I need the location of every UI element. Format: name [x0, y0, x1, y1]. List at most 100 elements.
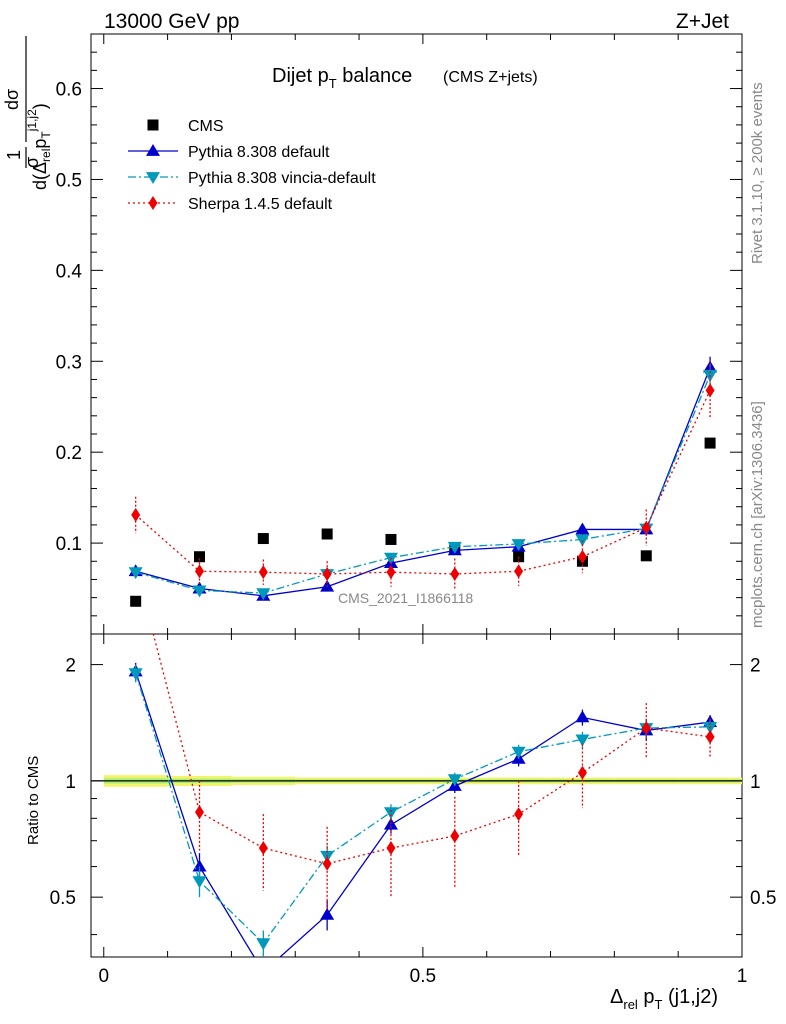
sherpa-1-4-5-default-point: [195, 564, 204, 579]
pythia-8-308-vincia-default-ratio-point: [383, 807, 398, 820]
sherpa-1-4-5-default-ratio-point-group: [386, 810, 396, 898]
cms-point: [130, 595, 142, 607]
sherpa-1-4-5-default-ratio-point: [450, 828, 460, 843]
sherpa-1-4-5-default-legend-marker: [148, 196, 158, 210]
pythia-8-308-vincia-default-legend-label: Pythia 8.308 vincia-default: [188, 170, 376, 187]
sherpa-1-4-5-default-ratio-point-group: [322, 826, 332, 912]
y-tick-label-main: 0.3: [56, 352, 82, 373]
side-rivet-label: Rivet 3.1.10, ≥ 200k events: [749, 82, 766, 264]
sherpa-1-4-5-default-point: [258, 565, 268, 580]
sherpa-1-4-5-default-ratio-point-group: [705, 718, 715, 758]
y-tick-label-main: 0.5: [56, 170, 82, 191]
sherpa-1-4-5-default-point: [386, 565, 396, 580]
pythia-8-308-vincia-default-point: [447, 541, 462, 554]
svg-text:dσ: dσ: [2, 89, 22, 110]
ratio-series: [128, 634, 718, 989]
main-ylabel: 1 σ dσ d(ΔrelpTj1,j2): [2, 36, 53, 190]
sherpa-1-4-5-default-ratio-point-group: [514, 780, 524, 856]
cms-point: [385, 533, 397, 545]
sherpa-1-4-5-default-ratio-line: [152, 634, 711, 865]
sherpa-1-4-5-default-ratio-point: [577, 765, 587, 780]
pythia-8-308-vincia-default-point: [192, 585, 207, 598]
sherpa-1-4-5-default-point: [514, 564, 524, 579]
pythia-8-308-default-ratio-point-group: [575, 709, 590, 726]
svg-text:σ: σ: [22, 157, 42, 168]
pythia-8-308-default-ratio-point-group: [320, 900, 335, 931]
sherpa-1-4-5-default-ratio-point: [322, 856, 332, 871]
pythia-8-308-default-ratio-point: [256, 965, 270, 977]
pythia-8-308-default-line: [135, 367, 711, 597]
sherpa-1-4-5-default-ratio-point-group: [450, 796, 460, 888]
sherpa-1-4-5-default-point: [131, 507, 141, 522]
plot-subtitle: (CMS Z+jets): [443, 69, 538, 86]
pythia-8-308-vincia-default-ratio-point: [256, 938, 271, 951]
sherpa-1-4-5-default-legend-label: Sherpa 1.4.5 default: [188, 196, 333, 213]
pythia-8-308-default-ratio-point-group: [256, 957, 270, 989]
pythia-8-308-default-ratio-point: [320, 907, 335, 920]
cms-point: [257, 533, 269, 545]
pythia-8-308-vincia-default-ratio-point-group: [447, 772, 462, 787]
y-tick-label-ratio: 0.5: [50, 888, 76, 909]
pythia-8-308-default-ratio-point: [575, 710, 590, 723]
pythia-8-308-default-legend-marker: [146, 144, 160, 156]
pythia-8-308-default-legend-label: Pythia 8.308 default: [188, 144, 330, 161]
sherpa-1-4-5-default-point: [705, 383, 715, 398]
cms-legend-marker: [147, 119, 159, 131]
pythia-8-308-default-ratio-line: [135, 671, 711, 957]
pythia-8-308-vincia-default-ratio-point-group: [256, 930, 271, 957]
ratio-reference-band: [91, 775, 742, 787]
sherpa-1-4-5-default-ratio-point: [705, 729, 715, 744]
sherpa-1-4-5-default-point: [322, 567, 332, 581]
ratio-ylabel: Ratio to CMS: [25, 756, 42, 845]
pythia-8-308-vincia-default-ratio-point: [511, 746, 526, 759]
sherpa-1-4-5-default-ratio-point: [195, 805, 204, 820]
sherpa-1-4-5-default-ratio-point: [258, 841, 268, 856]
y-tick-label-ratio: 1: [65, 772, 76, 793]
pythia-8-308-vincia-default-point: [256, 588, 271, 601]
sherpa-1-4-5-default-point: [641, 520, 651, 535]
cms-point: [640, 550, 652, 562]
sherpa-1-4-5-default-ratio-point: [386, 841, 396, 856]
legend: CMS Pythia 8.308 default Pythia 8.308 vinc…: [128, 118, 376, 213]
energy-label: 13000 GeV pp: [104, 10, 239, 33]
y-tick-label-main: 0.6: [56, 80, 82, 101]
pythia-8-308-vincia-default-ratio-point: [192, 876, 207, 889]
x-tick-label: 0: [98, 966, 109, 987]
analysis-watermark: CMS_2021_I1866118: [338, 590, 473, 606]
pythia-8-308-vincia-default-ratio-point: [447, 774, 462, 787]
cms-point: [704, 437, 716, 449]
y-tick-label-ratio-right: 0.5: [750, 888, 776, 909]
axis-ticks: [91, 34, 743, 957]
pythia-8-308-vincia-default-legend-marker: [146, 172, 160, 184]
x-tick-label: 0.5: [410, 966, 436, 987]
pythia-8-308-vincia-default-ratio-line: [135, 673, 711, 945]
cms-point: [321, 528, 333, 540]
pythia-8-308-vincia-default-ratio-point-group: [383, 804, 398, 821]
sherpa-1-4-5-default-ratio-point-group: [577, 743, 587, 809]
sherpa-1-4-5-default-ratio-point-group: [195, 780, 204, 851]
cms-legend-label: CMS: [188, 118, 224, 135]
sherpa-1-4-5-default-ratio-point-group: [258, 814, 268, 891]
process-label: Z+Jet: [676, 10, 729, 33]
main-series: [128, 356, 718, 607]
pythia-8-308-vincia-default-ratio-point-group: [511, 744, 526, 759]
y-tick-label-main: 0.1: [56, 534, 82, 555]
sherpa-1-4-5-default-line: [135, 390, 711, 575]
pythia-8-308-default-point: [575, 522, 590, 535]
x-axis-label: Δrel pT (j1,j2): [610, 986, 718, 1012]
sherpa-1-4-5-default-ratio-point: [514, 807, 524, 822]
pythia-8-308-vincia-default-ratio-point-group: [128, 664, 143, 683]
y-tick-label-main: 0.2: [56, 443, 82, 464]
axis-tick-labels: 0 0.5 1 0.1 0.2 0.3 0.4 0.5 0.6 0.5 0.5 1 1 2 2: [50, 80, 777, 987]
pythia-8-308-vincia-default-point: [511, 539, 526, 551]
pythia-8-308-vincia-default-ratio-point-group: [192, 866, 207, 898]
pythia-8-308-vincia-default-point: [128, 567, 143, 580]
y-tick-label-ratio-right: 1: [750, 772, 761, 793]
y-tick-label-ratio-right: 2: [750, 656, 761, 677]
sherpa-1-4-5-default-ratio-point-group: [641, 703, 651, 758]
sherpa-1-4-5-default-point: [450, 567, 460, 581]
pythia-8-308-vincia-default-line: [135, 374, 711, 594]
y-tick-label-main: 0.4: [56, 261, 83, 282]
side-mcplots-label: mcplots.cern.ch [arXiv:1306.3436]: [749, 401, 766, 628]
